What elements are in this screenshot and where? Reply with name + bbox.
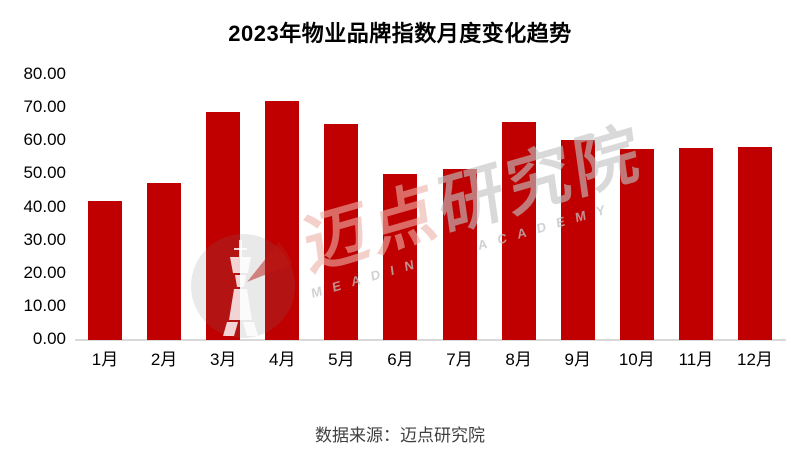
bar-10月 bbox=[619, 149, 654, 340]
x-tick-label: 1月 bbox=[91, 350, 119, 369]
bar-7月 bbox=[442, 168, 477, 340]
x-axis-line bbox=[75, 339, 786, 341]
y-tick-label: 60.00 bbox=[23, 130, 66, 150]
x-tick-label: 3月 bbox=[209, 350, 237, 369]
source-note: 数据来源：迈点研究院 bbox=[315, 426, 485, 445]
bar-12月 bbox=[737, 146, 772, 340]
x-tick-label: 6月 bbox=[387, 350, 414, 369]
y-tick-label: 80.00 bbox=[23, 64, 66, 83]
x-tick-label: 4月 bbox=[269, 350, 296, 369]
y-tick-label: 20.00 bbox=[23, 262, 66, 282]
x-tick-label: 10月 bbox=[618, 350, 655, 369]
bar-11月 bbox=[678, 148, 713, 340]
y-tick-label: 50.00 bbox=[23, 163, 66, 183]
chart-title: 2023年物业品牌指数月度变化趋势 bbox=[228, 21, 572, 46]
x-tick-label: 5月 bbox=[328, 350, 355, 369]
y-tick-label: 40.00 bbox=[23, 196, 66, 216]
x-tick-label: 8月 bbox=[505, 350, 532, 369]
x-tick-label: 12月 bbox=[737, 350, 773, 369]
y-tick-label: 0.00 bbox=[32, 329, 66, 348]
y-tick-label: 10.00 bbox=[23, 295, 66, 315]
x-tick-label: 7月 bbox=[446, 350, 473, 369]
x-tick-label: 2月 bbox=[150, 350, 178, 369]
watermark-en-word2: ACADEMY bbox=[476, 198, 617, 254]
bar-3月 bbox=[206, 112, 241, 340]
bar-6月 bbox=[383, 173, 418, 340]
bar-4月 bbox=[265, 100, 300, 340]
x-tick-label: 9月 bbox=[564, 350, 591, 369]
watermark-cn-red: 迈点 bbox=[299, 171, 445, 284]
bar-8月 bbox=[501, 122, 536, 340]
y-tick-label: 70.00 bbox=[23, 97, 66, 117]
bar-2月 bbox=[147, 182, 182, 340]
bar-1月 bbox=[88, 200, 122, 340]
y-tick-label: 30.00 bbox=[23, 229, 66, 249]
bar-9月 bbox=[560, 139, 595, 340]
x-tick-label: 11月 bbox=[678, 350, 714, 369]
bar-5月 bbox=[324, 124, 359, 340]
